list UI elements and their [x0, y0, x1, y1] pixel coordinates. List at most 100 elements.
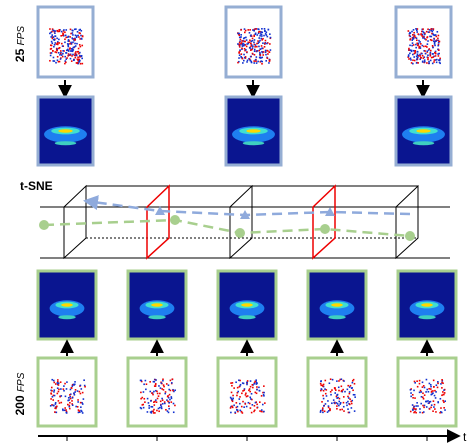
event-dot [249, 32, 251, 34]
event-dot [429, 401, 431, 403]
event-dot [254, 409, 256, 411]
event-dot [422, 386, 424, 388]
event-dot [408, 30, 410, 32]
event-dot [432, 34, 434, 36]
event-dot [415, 412, 417, 414]
event-dot [49, 60, 51, 62]
event-dot [331, 402, 333, 404]
event-dot [270, 37, 272, 39]
event-dot [261, 28, 263, 30]
event-dot [327, 400, 329, 402]
event-dot [244, 28, 246, 30]
event-dot [65, 37, 67, 39]
event-dot [338, 405, 340, 407]
event-dot [435, 52, 437, 54]
event-dot [53, 30, 55, 32]
event-dot [54, 35, 56, 37]
event-dot [439, 412, 441, 414]
event-dot [263, 395, 265, 397]
event-dot [55, 30, 57, 32]
event-dot [436, 62, 438, 64]
event-dot [238, 34, 240, 36]
event-dot [256, 404, 258, 406]
event-dot [427, 43, 429, 45]
event-dot [77, 59, 79, 61]
event-dot [419, 380, 421, 382]
event-dot [262, 54, 264, 56]
event-dot [321, 401, 323, 403]
event-dot [267, 29, 269, 31]
event-dot [53, 389, 55, 391]
event-dot [416, 39, 418, 41]
event-dot [429, 36, 431, 38]
event-dot [424, 387, 426, 389]
event-dot [328, 405, 330, 407]
event-dot [75, 51, 77, 53]
event-dot [424, 59, 426, 61]
event-dot [334, 387, 336, 389]
event-dot [76, 55, 78, 57]
event-dot [436, 384, 438, 386]
event-dot [153, 391, 155, 393]
event-dot [262, 38, 264, 40]
event-dot [59, 47, 61, 49]
event-dot [237, 33, 239, 35]
event-dot [62, 410, 64, 412]
event-dot [79, 55, 81, 57]
event-dot [143, 398, 145, 400]
event-dot [422, 392, 424, 394]
slice [64, 186, 86, 258]
event-dot [71, 55, 73, 57]
event-dot [420, 47, 422, 49]
event-dot [428, 61, 430, 63]
event-dot [67, 45, 69, 47]
event-dot [348, 397, 350, 399]
event-dot [140, 398, 142, 400]
event-dot [168, 389, 170, 391]
event-dot [421, 35, 423, 37]
event-dot [258, 41, 260, 43]
event-dot [60, 35, 62, 37]
event-dot [252, 387, 254, 389]
event-dot [320, 410, 322, 412]
event-dot [240, 34, 242, 36]
event-dot [422, 405, 424, 407]
heat-blob [331, 303, 343, 306]
event-dot [343, 410, 345, 412]
illustration [38, 7, 458, 441]
event-dot [422, 45, 424, 47]
event-dot [237, 62, 239, 64]
event-frame-bg [218, 358, 276, 426]
event-dot [231, 385, 233, 387]
event-dot [332, 379, 334, 381]
event-dot [253, 35, 255, 37]
event-dot [268, 62, 270, 64]
event-dot [425, 391, 427, 393]
event-dot [69, 394, 71, 396]
event-dot [240, 56, 242, 58]
event-dot [162, 399, 164, 401]
event-dot [437, 383, 439, 385]
event-dot [171, 398, 173, 400]
event-dot [69, 36, 71, 38]
event-dot [231, 405, 233, 407]
event-dot [433, 406, 435, 408]
event-dot [246, 39, 248, 41]
event-dot [57, 387, 59, 389]
event-dot [68, 39, 70, 41]
event-dot [426, 400, 428, 402]
event-dot [413, 412, 415, 414]
event-dot [415, 47, 417, 49]
event-dot [70, 398, 72, 400]
event-dot [170, 396, 172, 398]
event-dot [250, 386, 252, 388]
event-dot [417, 51, 419, 53]
event-dot [442, 400, 444, 402]
event-dot [156, 401, 158, 403]
event-dot [423, 57, 425, 59]
event-dot [163, 386, 165, 388]
event-dot [156, 410, 158, 412]
event-dot [68, 406, 70, 408]
event-dot [265, 54, 267, 56]
event-dot [256, 407, 258, 409]
